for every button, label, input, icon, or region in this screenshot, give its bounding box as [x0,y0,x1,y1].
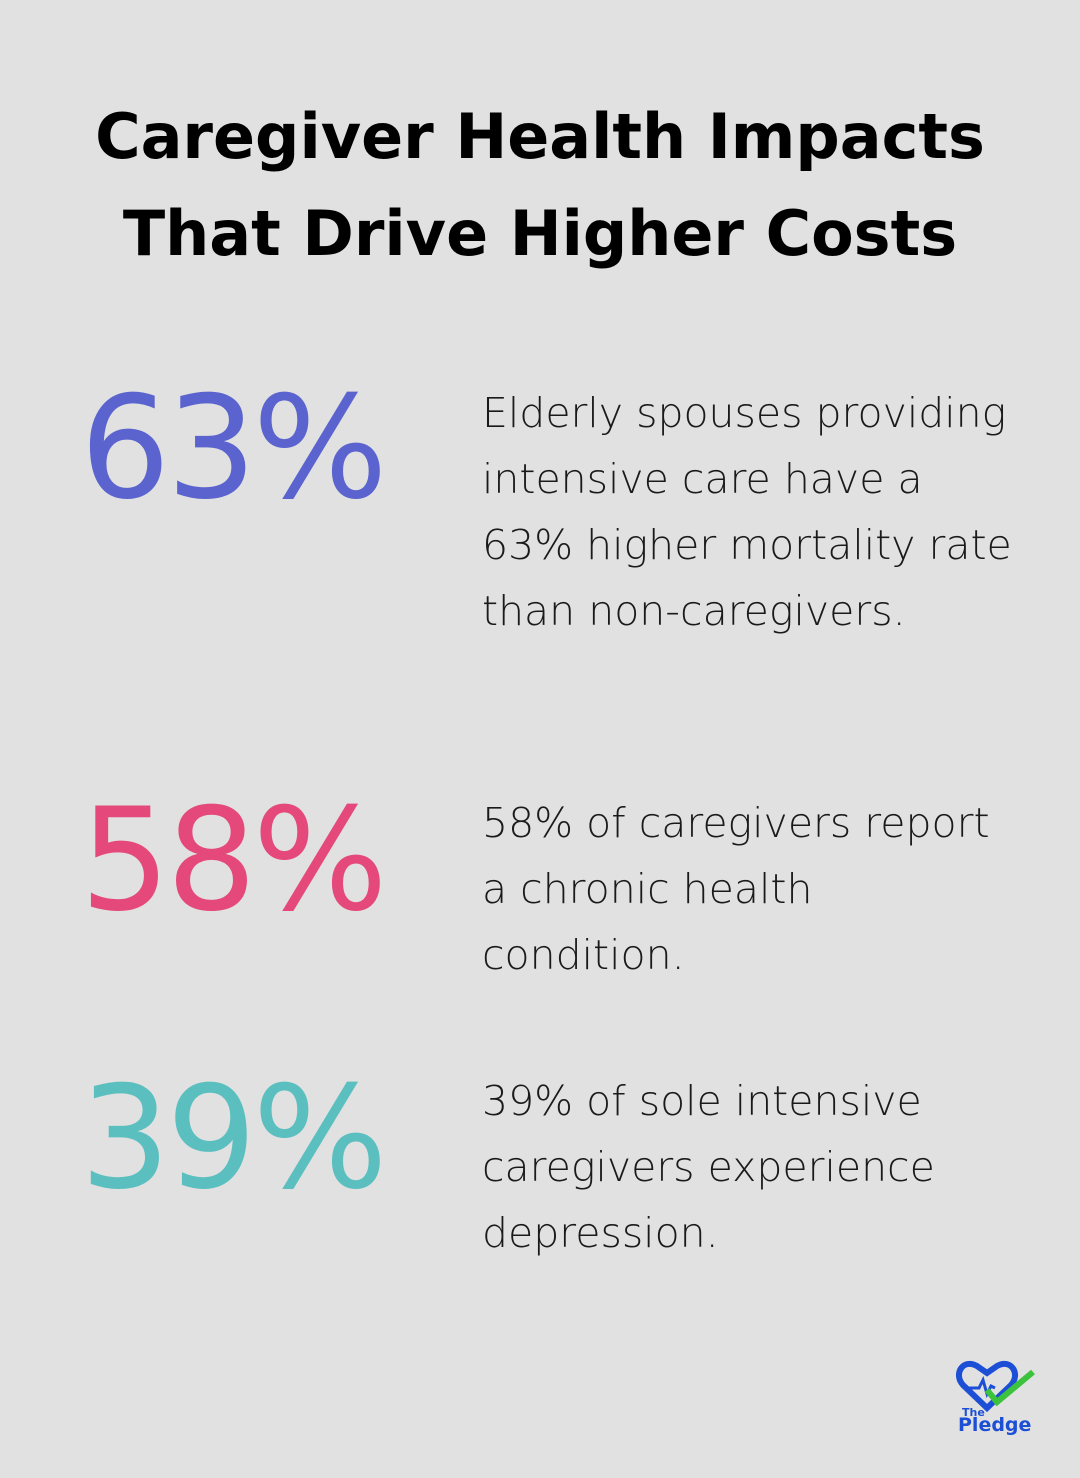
stat-value: 63% [80,366,388,531]
stat-description: 58% of caregivers report a chronic healt… [482,799,990,979]
logo-name: Pledge [958,1414,1032,1436]
logo-icon [956,1361,1035,1413]
title-line: Caregiver Health Impacts [95,100,985,173]
stat-description: 39% of sole intensive caregivers experie… [482,1077,935,1257]
stat-description: Elderly spouses providing intensive care… [482,389,1012,635]
title-line: That Drive Higher Costs [122,197,958,270]
stat-value: 58% [80,778,388,943]
stat-value: 39% [80,1056,388,1221]
logo-top: The [962,1406,985,1419]
